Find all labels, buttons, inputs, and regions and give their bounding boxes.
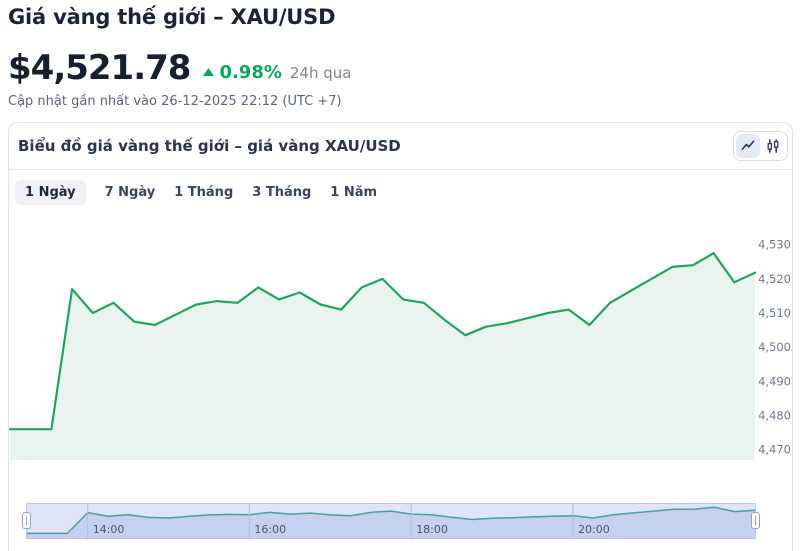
line-chart-icon xyxy=(741,140,755,150)
change-period: 24h qua xyxy=(289,64,352,82)
candlestick-chart-button[interactable] xyxy=(761,134,785,158)
navigator-left-handle[interactable] xyxy=(22,512,31,529)
line-chart-button[interactable] xyxy=(736,134,760,158)
navigator-right-handle[interactable] xyxy=(751,512,760,529)
navigator-time-label: 16:00 xyxy=(254,523,286,536)
navigator-mini-chart: 14:00 16:00 18:00 20:00 xyxy=(27,504,755,538)
change-percent: 0.98% xyxy=(219,61,282,83)
price-value: $4,521.78 xyxy=(8,48,191,88)
up-triangle-icon xyxy=(203,68,215,76)
navigator-time-label: 20:00 xyxy=(578,523,610,536)
range-tab[interactable]: 1 Tháng xyxy=(174,180,233,205)
last-updated: Cập nhật gần nhất vào 26-12-2025 22:12 (… xyxy=(8,94,342,109)
range-tab[interactable]: 3 Tháng xyxy=(252,180,311,205)
candlestick-icon xyxy=(767,139,779,153)
price-change: 0.98% xyxy=(203,61,282,83)
chart-navigator[interactable]: 14:00 16:00 18:00 20:00 xyxy=(22,503,760,539)
range-tab[interactable]: 7 Ngày xyxy=(105,180,156,205)
range-tabs: 1 Ngày 7 Ngày 1 Tháng 3 Tháng 1 Năm xyxy=(15,180,377,205)
page-title: Giá vàng thế giới – XAU/USD xyxy=(8,5,336,29)
chart-card-header: Biểu đồ giá vàng thế giới – giá vàng XAU… xyxy=(9,123,792,170)
chart-card: Biểu đồ giá vàng thế giới – giá vàng XAU… xyxy=(8,122,793,551)
range-tab[interactable]: 1 Ngày xyxy=(15,180,86,205)
chart-card-title: Biểu đồ giá vàng thế giới – giá vàng XAU… xyxy=(18,137,401,155)
chart-type-toggle xyxy=(733,131,788,161)
price-row: $4,521.78 0.98% 24h qua xyxy=(8,48,351,88)
navigator-time-label: 18:00 xyxy=(416,523,448,536)
navigator-time-label: 14:00 xyxy=(93,523,125,536)
range-tab[interactable]: 1 Năm xyxy=(330,180,377,205)
